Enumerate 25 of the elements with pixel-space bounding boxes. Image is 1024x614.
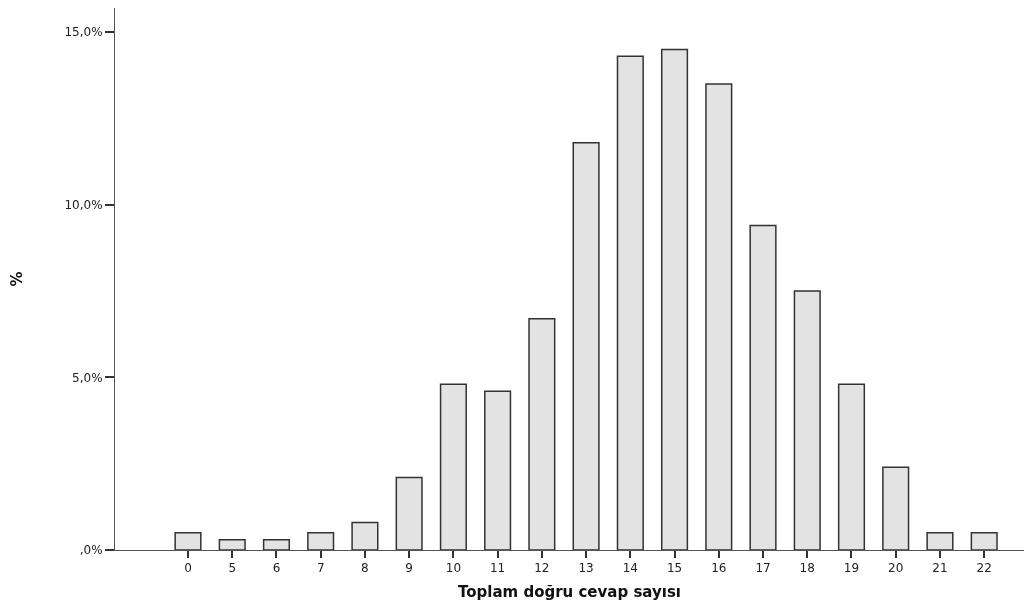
x-tick-label: 16: [711, 561, 727, 576]
x-tick-label: 9: [405, 561, 413, 576]
x-tick-label: 19: [843, 561, 860, 576]
x-tick-label: 7: [316, 561, 325, 576]
x-tick-label: 20: [888, 561, 904, 576]
y-tick-label: ,0%: [79, 543, 103, 558]
x-axis-title: Toplam doğru cevap sayısı: [458, 583, 681, 602]
x-tick-label: 5: [228, 561, 237, 576]
x-tick-label: 10: [445, 561, 462, 576]
x-tick-label: 13: [578, 561, 594, 576]
x-tick-label: 0: [184, 561, 192, 576]
x-tick-label: 15: [666, 561, 683, 576]
x-tick-label: 6: [272, 561, 281, 576]
y-tick-label: 15,0%: [64, 25, 103, 40]
x-tick-label: 18: [799, 561, 815, 576]
y-axis-title: %: [7, 271, 26, 287]
y-tick-label: 5,0%: [72, 370, 103, 385]
x-tick-label: 17: [755, 561, 771, 576]
y-tick-label: 10,0%: [64, 197, 103, 212]
x-tick-label: 12: [534, 561, 550, 576]
x-tick-label: 14: [622, 561, 638, 576]
x-tick-label: 22: [976, 561, 992, 576]
x-tick-label: 21: [932, 561, 948, 576]
x-tick-label: 8: [361, 561, 369, 576]
x-tick-label: 11: [489, 561, 506, 576]
